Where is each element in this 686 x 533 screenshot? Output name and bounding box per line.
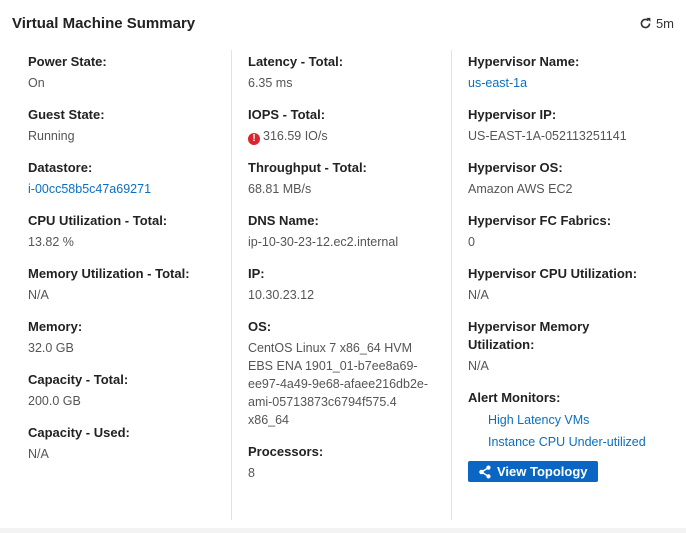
field-label: Memory: <box>28 319 83 334</box>
field-value: On <box>28 76 45 90</box>
field-value: N/A <box>468 288 489 302</box>
field-capacity-used: Capacity - Used: N/A <box>28 424 223 463</box>
field-dns-name: DNS Name: ip-10-30-23-12.ec2.internal <box>248 212 443 251</box>
field-iops: IOPS - Total:! 316.59 IO/s <box>248 106 443 145</box>
panel-title: Virtual Machine Summary <box>12 15 196 32</box>
field-label: Hypervisor IP: <box>468 107 557 122</box>
field-label: Throughput - Total: <box>248 160 367 175</box>
view-topology-label: View Topology <box>497 464 588 479</box>
field-value: 6.35 ms <box>248 76 293 90</box>
field-value: 8 <box>248 466 255 480</box>
field-memory-utilization: Memory Utilization - Total: N/A <box>28 265 223 304</box>
field-ip: IP: 10.30.23.12 <box>248 265 443 304</box>
field-value: N/A <box>28 288 49 302</box>
field-label: Hypervisor FC Fabrics: <box>468 213 612 228</box>
field-value: US-EAST-1A-052113251141 <box>468 129 627 143</box>
panel-bottom-border <box>0 528 686 533</box>
field-label: Datastore: <box>28 160 93 175</box>
field-label: CPU Utilization - Total: <box>28 213 168 228</box>
refresh-interval: 5m <box>655 16 674 31</box>
field-processors: Processors: 8 <box>248 443 443 482</box>
field-value: 316.59 IO/s <box>263 129 328 143</box>
field-hypervisor-os: Hypervisor OS: Amazon AWS EC2 <box>468 159 678 198</box>
alert-monitor-link[interactable]: High Latency VMs <box>488 413 590 427</box>
field-hypervisor-fc-fabrics: Hypervisor FC Fabrics: 0 <box>468 212 678 251</box>
column-divider <box>231 50 232 520</box>
field-label: IOPS - Total: <box>248 107 326 122</box>
field-datastore: Datastore: i-00cc58b5c47a69271 <box>28 159 223 198</box>
field-value: 13.82 % <box>28 235 74 249</box>
field-value: CentOS Linux 7 x86_64 HVM EBS ENA 1901_0… <box>248 341 429 427</box>
field-value: Amazon AWS EC2 <box>468 182 573 196</box>
iops-value-row: ! 316.59 IO/s <box>248 127 443 145</box>
alert-monitor-link[interactable]: Instance CPU Under-utilized <box>488 435 646 449</box>
field-value: ip-10-30-23-12.ec2.internal <box>248 235 399 249</box>
share-nodes-icon <box>479 465 491 478</box>
field-label: Power State: <box>28 54 107 69</box>
column-divider <box>451 50 452 520</box>
field-hypervisor-ip: Hypervisor IP: US-EAST-1A-052113251141 <box>468 106 678 145</box>
field-label: Capacity - Used: <box>28 425 130 440</box>
field-capacity-total: Capacity - Total: 200.0 GB <box>28 371 223 410</box>
field-value: 10.30.23.12 <box>248 288 315 302</box>
view-topology-button[interactable]: View Topology <box>468 461 598 482</box>
column-performance: Latency - Total: 6.35 ms IOPS - Total:! 31… <box>248 53 443 496</box>
field-latency: Latency - Total: 6.35 ms <box>248 53 443 92</box>
field-value: N/A <box>468 359 489 373</box>
field-os: OS: CentOS Linux 7 x86_64 HVM EBS ENA 190… <box>248 318 443 429</box>
alert-monitors: Alert Monitors: High Latency VMs Instanc… <box>468 389 678 484</box>
field-guest-state: Guest State: Running <box>28 106 223 145</box>
field-hypervisor-memory: Hypervisor Memory Utilization: N/A <box>468 318 678 375</box>
field-hypervisor-cpu: Hypervisor CPU Utilization: N/A <box>468 265 678 304</box>
field-label: Hypervisor Name: <box>468 54 580 69</box>
field-value: 200.0 GB <box>28 394 81 408</box>
field-memory: Memory: 32.0 GB <box>28 318 223 357</box>
field-label: Hypervisor OS: <box>468 160 563 175</box>
field-throughput: Throughput - Total: 68.81 MB/s <box>248 159 443 198</box>
field-cpu-utilization: CPU Utilization - Total: 13.82 % <box>28 212 223 251</box>
field-power-state: Power State: On <box>28 53 223 92</box>
field-label: IP: <box>248 266 265 281</box>
field-label: Hypervisor CPU Utilization: <box>468 266 638 281</box>
field-label: DNS Name: <box>248 213 319 228</box>
field-label: Processors: <box>248 444 324 459</box>
datastore-link[interactable]: i-00cc58b5c47a69271 <box>28 182 152 196</box>
field-value: 0 <box>468 235 475 249</box>
field-value: 32.0 GB <box>28 341 74 355</box>
field-value: N/A <box>28 447 49 461</box>
column-hypervisor: Hypervisor Name: us-east-1a Hypervisor IP… <box>468 53 678 498</box>
field-label: Alert Monitors: <box>468 390 561 405</box>
refresh-icon <box>640 17 651 29</box>
field-label: OS: <box>248 319 272 334</box>
column-vm-state: Power State: On Guest State: Running Datas… <box>28 53 223 477</box>
hypervisor-link[interactable]: us-east-1a <box>468 76 528 90</box>
alert-icon[interactable]: ! <box>248 133 260 145</box>
field-label: Memory Utilization - Total: <box>28 266 190 281</box>
field-label: Hypervisor Memory Utilization: <box>468 319 590 352</box>
field-hypervisor-name: Hypervisor Name: us-east-1a <box>468 53 678 92</box>
field-label: Guest State: <box>28 107 105 122</box>
field-label: Latency - Total: <box>248 54 344 69</box>
field-value: Running <box>28 129 75 143</box>
field-label: Capacity - Total: <box>28 372 129 387</box>
refresh-button[interactable]: 5m <box>639 16 674 31</box>
field-value: 68.81 MB/s <box>248 182 312 196</box>
